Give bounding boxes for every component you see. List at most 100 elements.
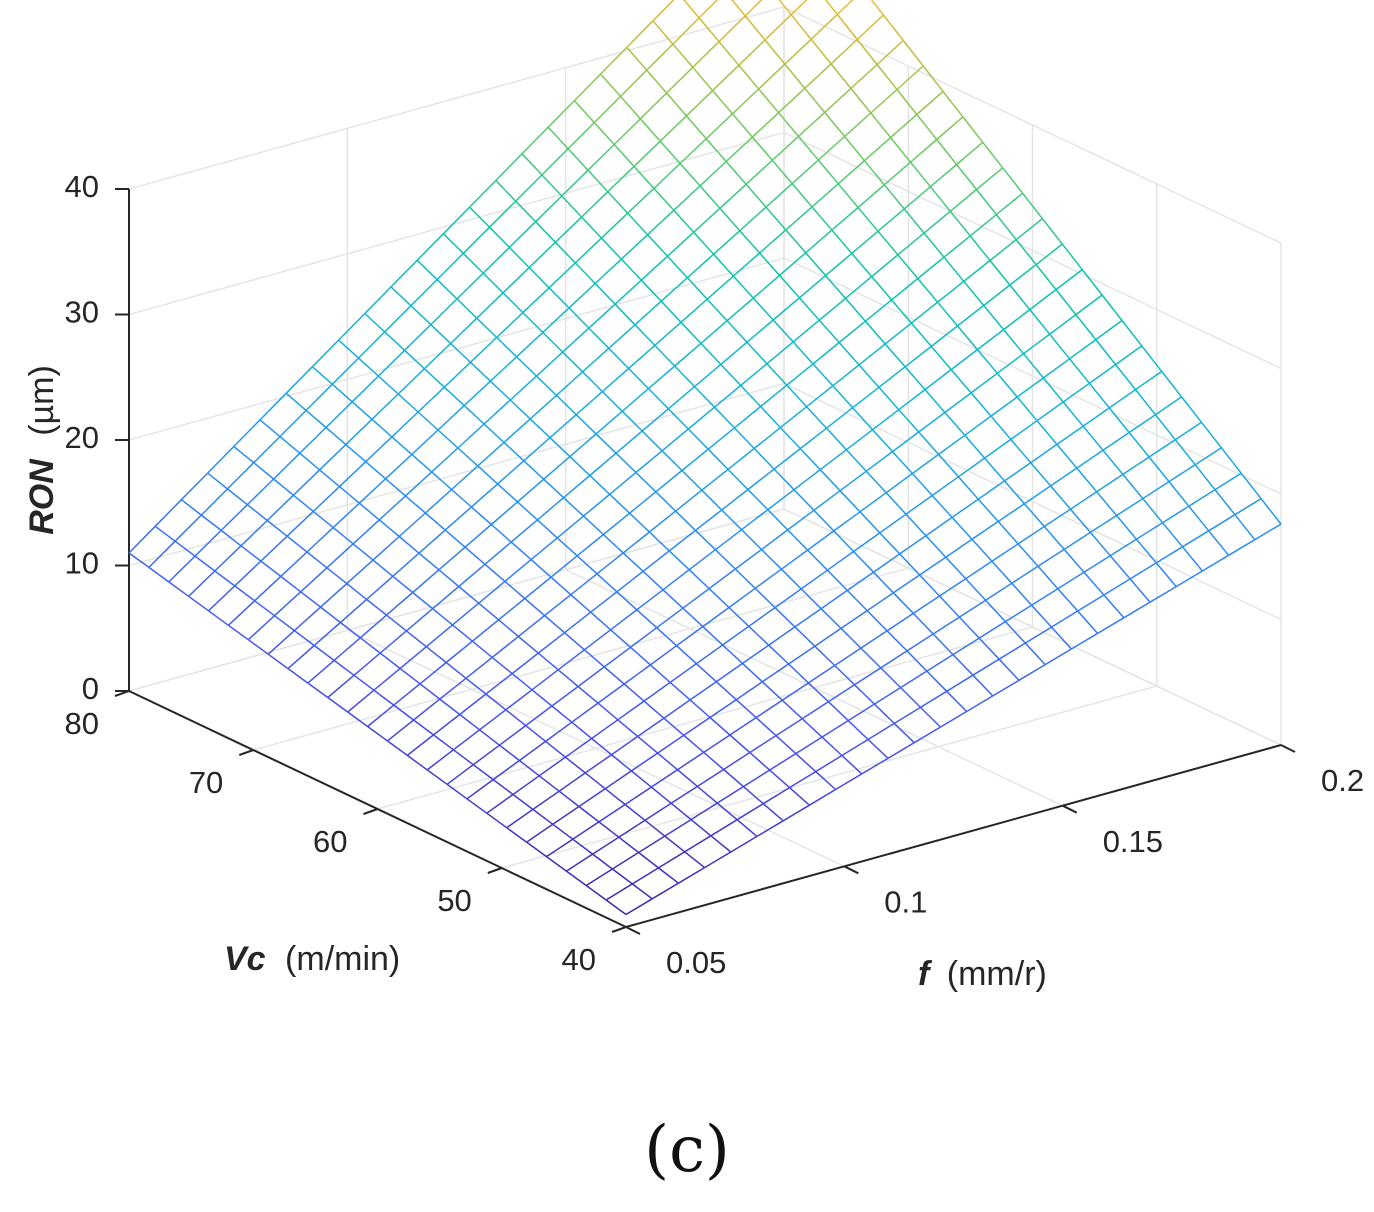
- mesh-line-vc: [741, 509, 769, 531]
- mesh-line-vc: [509, 375, 538, 401]
- mesh-line-f: [772, 319, 794, 343]
- mesh-line-f: [931, 494, 953, 518]
- mesh-line-f: [601, 391, 623, 412]
- mesh-line-f: [526, 841, 547, 858]
- mesh-line-vc: [405, 608, 434, 632]
- floor-gridline-vc: [377, 626, 1033, 810]
- mesh-line-f: [969, 235, 991, 261]
- mesh-line-vc: [518, 740, 547, 762]
- mesh-line-f: [488, 226, 510, 248]
- mesh-line-f: [620, 258, 642, 281]
- mesh-line-vc: [622, 531, 650, 554]
- mesh-line-vc: [761, 663, 790, 683]
- mesh-line-f: [267, 653, 289, 670]
- mesh-line-vc: [715, 662, 743, 683]
- mesh-line-f: [798, 297, 820, 321]
- mesh-line-f: [1076, 467, 1098, 493]
- mesh-line-f: [1016, 396, 1038, 422]
- mesh-line-f: [746, 341, 768, 365]
- mesh-line-vc: [479, 709, 507, 731]
- mesh-line-vc: [830, 38, 858, 65]
- mesh-line-f: [128, 552, 150, 569]
- mesh-line-vc: [660, 277, 688, 302]
- mesh-line-vc: [1003, 309, 1031, 331]
- mesh-line-vc: [784, 38, 812, 65]
- mesh-line-f: [792, 341, 814, 365]
- mesh-line-vc: [596, 552, 624, 575]
- mesh-line-vc: [1055, 269, 1083, 291]
- mesh-line-vc: [247, 615, 276, 641]
- mesh-line-f: [624, 803, 646, 821]
- mesh-line-f: [766, 363, 788, 386]
- mesh-line-vc: [456, 272, 484, 300]
- mesh-line-vc: [997, 503, 1025, 523]
- mesh-line-f: [989, 260, 1011, 286]
- mesh-line-f: [795, 753, 817, 773]
- mesh-line-f: [462, 252, 484, 274]
- mesh-line-vc: [762, 786, 790, 805]
- mesh-line-f: [562, 351, 584, 373]
- mesh-line-f: [1200, 421, 1222, 449]
- mesh-line-f: [718, 41, 740, 66]
- mesh-line-vc: [905, 494, 933, 515]
- mesh-line-f: [561, 195, 583, 218]
- mesh-line-vc: [772, 297, 800, 321]
- mesh-line-f: [694, 386, 716, 408]
- mesh-line-vc: [353, 652, 381, 676]
- mesh-line-f: [482, 272, 504, 294]
- mesh-line-vc: [1017, 525, 1045, 545]
- mesh-line-f: [867, 738, 889, 759]
- mesh-line-vc: [631, 867, 659, 885]
- mesh-line-vc: [695, 509, 723, 531]
- mesh-line-vc: [701, 468, 729, 491]
- mesh-line-f: [805, 252, 827, 277]
- mesh-line-vc: [781, 682, 809, 701]
- mesh-line-vc: [876, 39, 904, 66]
- mesh-line-vc: [1129, 562, 1157, 580]
- mesh-line-vc: [600, 46, 628, 75]
- mesh-line-vc: [917, 256, 945, 280]
- mesh-line-vc: [411, 429, 439, 455]
- mesh-line-vc: [285, 366, 313, 394]
- mesh-line-f: [593, 122, 615, 146]
- mesh-line-f: [168, 581, 190, 597]
- mesh-line-vc: [952, 637, 980, 656]
- mesh-line-vc: [893, 706, 921, 725]
- mesh-line-f: [478, 602, 500, 621]
- mesh-line-f: [790, 14, 812, 40]
- mesh-line-vc: [669, 663, 697, 684]
- mesh-line-f: [1168, 481, 1190, 507]
- mesh-line-f: [325, 426, 347, 446]
- mesh-line-f: [996, 372, 1018, 398]
- mesh-line-vc: [716, 785, 744, 804]
- mesh-line-f: [638, 851, 659, 869]
- mesh-line-vc: [857, 184, 885, 209]
- mesh-line-vc: [598, 803, 626, 823]
- z-tick-label: 40: [65, 169, 99, 204]
- mesh-line-f: [522, 312, 544, 333]
- mesh-line-vc: [795, 736, 823, 755]
- mesh-line-f: [840, 627, 862, 649]
- mesh-line-f: [1069, 508, 1091, 533]
- mesh-line-vc: [612, 851, 639, 870]
- mesh-line-f: [700, 342, 722, 365]
- mesh-line-f: [555, 394, 577, 416]
- mesh-line-vc: [926, 653, 954, 672]
- mesh-line-f: [576, 555, 598, 575]
- f-tick: [1062, 804, 1078, 814]
- mesh-line-f: [285, 392, 307, 411]
- mesh-line-vc: [457, 423, 485, 449]
- mesh-line-vc: [706, 275, 734, 300]
- mesh-line-vc: [547, 100, 575, 128]
- mesh-line-f: [424, 512, 446, 531]
- mesh-line-vc: [748, 606, 776, 627]
- mesh-line-f: [1122, 473, 1144, 500]
- mesh-line-vc: [611, 735, 639, 756]
- mesh-line-vc: [266, 494, 294, 522]
- mesh-line-f: [653, 187, 675, 211]
- mesh-line-f: [858, 364, 880, 388]
- mesh-line-f: [287, 667, 309, 684]
- mesh-line-f: [1003, 329, 1025, 355]
- mesh-line-f: [628, 367, 650, 390]
